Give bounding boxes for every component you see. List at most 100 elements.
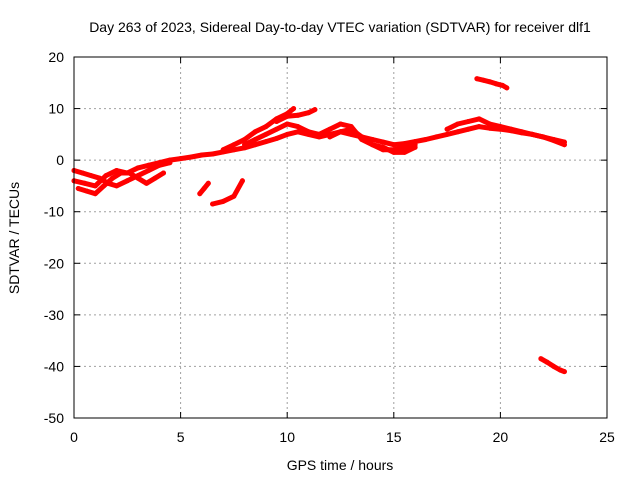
data-point	[263, 139, 269, 145]
data-point	[327, 126, 333, 132]
data-point	[252, 137, 258, 142]
data-point	[231, 147, 237, 153]
data-point	[205, 180, 211, 186]
data-point	[444, 131, 450, 137]
data-point	[242, 137, 248, 142]
y-tick-label: -10	[44, 204, 64, 220]
data-point	[146, 168, 152, 173]
y-tick-label: -20	[44, 255, 64, 271]
data-point	[465, 119, 471, 124]
data-point	[316, 131, 322, 137]
data-point	[144, 180, 149, 186]
data-point	[306, 129, 311, 135]
x-tick-label: 0	[70, 429, 78, 445]
data-point	[284, 121, 290, 127]
data-point	[126, 170, 132, 176]
x-tick-label: 25	[599, 429, 615, 445]
data-point	[557, 367, 563, 373]
data-point	[504, 85, 510, 91]
data-point	[370, 142, 375, 148]
data-point	[561, 142, 567, 148]
data-point	[231, 193, 237, 199]
data-point	[291, 106, 297, 112]
y-tick-label: -50	[44, 410, 64, 426]
data-point	[220, 198, 226, 204]
data-point	[88, 173, 94, 179]
data-point	[242, 142, 248, 148]
data-point	[359, 134, 365, 140]
series-track-11	[210, 178, 245, 207]
data-point	[188, 154, 194, 160]
y-tick-label: 20	[48, 49, 64, 65]
data-layer	[71, 76, 567, 375]
data-point	[500, 82, 505, 88]
x-tick-label: 5	[177, 429, 185, 445]
data-point	[474, 76, 480, 82]
data-point	[82, 180, 88, 186]
data-point	[167, 160, 173, 166]
data-point	[433, 134, 439, 140]
data-point	[487, 125, 493, 131]
y-tick-label: 0	[56, 152, 64, 168]
data-point	[455, 121, 461, 127]
data-point	[455, 129, 461, 135]
data-point	[338, 129, 343, 135]
data-point	[529, 131, 535, 137]
x-tick-label: 10	[279, 429, 295, 445]
data-point	[118, 170, 124, 176]
x-axis-label: GPS time / hours	[287, 457, 394, 473]
data-point	[561, 369, 567, 375]
data-point	[146, 162, 152, 168]
data-point	[544, 359, 550, 365]
data-point	[348, 126, 354, 132]
data-point	[402, 144, 407, 150]
x-tick-label: 20	[493, 429, 509, 445]
data-point	[252, 142, 258, 148]
data-point	[210, 151, 216, 157]
data-point	[284, 113, 290, 119]
data-point	[412, 144, 418, 150]
plot-frame	[73, 56, 608, 419]
data-point	[101, 183, 107, 189]
data-point	[263, 131, 269, 137]
data-point	[199, 152, 205, 158]
data-point	[519, 129, 525, 135]
y-tick-label: 10	[48, 101, 64, 117]
data-point	[444, 126, 450, 132]
data-point	[338, 121, 343, 127]
data-point	[135, 175, 141, 181]
data-point	[493, 81, 499, 87]
data-point	[295, 112, 301, 118]
data-point	[135, 165, 141, 171]
data-point	[380, 144, 386, 150]
data-point	[476, 124, 482, 130]
data-point	[124, 178, 130, 184]
data-point	[92, 183, 98, 189]
data-point	[84, 188, 90, 194]
data-point	[538, 356, 544, 362]
data-point	[497, 124, 503, 130]
y-tick-label: -40	[44, 358, 64, 374]
data-point	[391, 142, 397, 148]
data-point	[295, 129, 301, 135]
data-point	[476, 116, 482, 122]
data-point	[327, 134, 333, 140]
data-point	[178, 156, 184, 162]
data-point	[306, 110, 311, 116]
data-point	[380, 139, 386, 145]
data-point	[103, 173, 109, 179]
data-point	[274, 136, 279, 141]
data-point	[465, 126, 471, 132]
data-point	[402, 149, 407, 155]
data-point	[263, 124, 269, 130]
data-point	[274, 126, 279, 132]
data-point	[92, 191, 98, 197]
data-point	[109, 175, 115, 181]
data-point	[97, 175, 103, 181]
data-point	[551, 138, 557, 143]
data-point	[540, 134, 546, 140]
ticks: 0 5 10 15 20 25 -50 -40 -30 -20 -10 0 10 20	[44, 49, 615, 445]
data-point	[423, 137, 429, 142]
